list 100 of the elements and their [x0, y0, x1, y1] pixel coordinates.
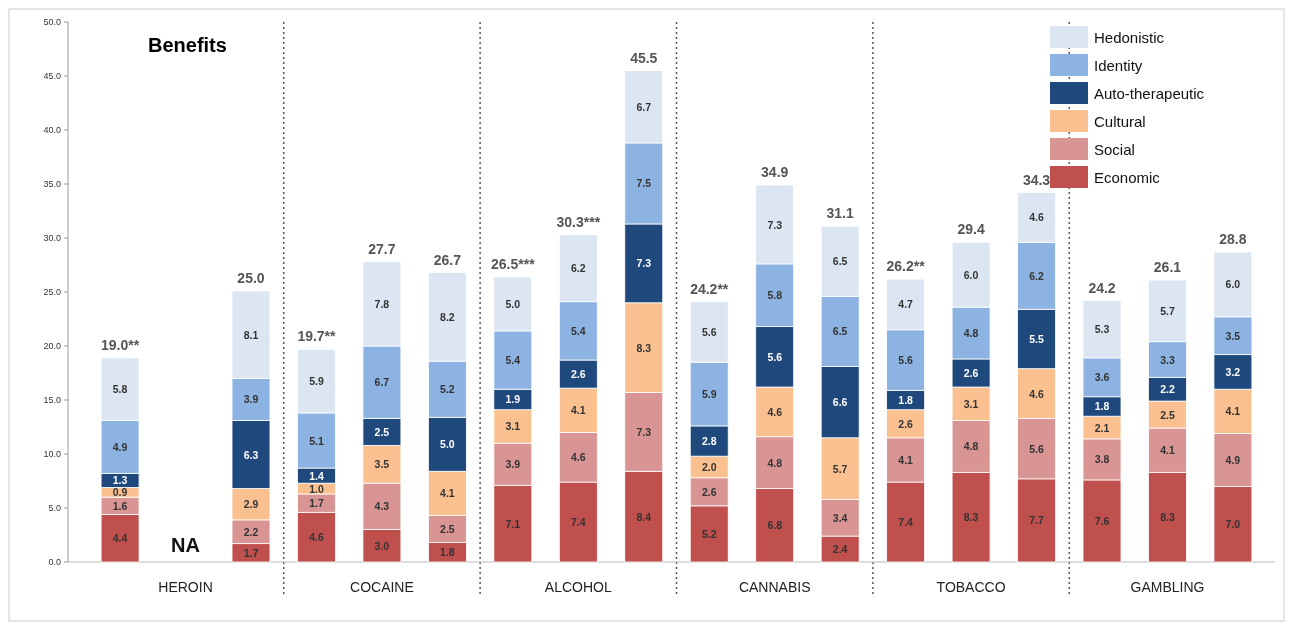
x-tick-label: GAMBLING [1130, 579, 1205, 595]
total-label: 29.4 [957, 221, 985, 238]
data-label: 2.6 [701, 485, 717, 498]
text: NA [171, 534, 200, 556]
y-tick-label: 40.0 [43, 125, 61, 135]
data-label: 5.9 [701, 388, 717, 401]
text: Benefits [148, 34, 227, 56]
total-label: 25.0 [237, 269, 265, 286]
data-label: 1.8 [1094, 400, 1110, 413]
data-label: 8.4 [636, 510, 652, 523]
data-label: 7.3 [767, 218, 783, 231]
data-label: 4.6 [767, 405, 783, 418]
total-label: 45.5 [630, 49, 658, 66]
x-tick-label: HEROIN [158, 579, 213, 595]
data-label: 5.3 [1094, 323, 1110, 336]
data-label: 4.1 [1160, 444, 1175, 457]
y-tick-label: 30.0 [43, 233, 61, 243]
data-label: 5.6 [767, 350, 783, 363]
data-label: 1.8 [440, 546, 455, 559]
data-label: 7.6 [1094, 514, 1110, 527]
data-label: 6.7 [636, 100, 652, 113]
data-label: 4.1 [571, 404, 586, 417]
total-label: 26.7 [433, 251, 462, 268]
data-label: 2.2 [243, 525, 259, 538]
data-label: 6.7 [374, 376, 390, 389]
y-tick-label: 0.0 [48, 557, 61, 567]
data-label: 4.6 [571, 451, 586, 464]
data-label: 7.1 [505, 517, 521, 530]
data-label: 2.2 [1160, 383, 1175, 396]
total-label: 27.7 [368, 240, 396, 257]
data-label: 1.3 [112, 474, 128, 487]
data-label: 4.3 [374, 500, 390, 513]
total-label: 26.5*** [491, 255, 536, 272]
data-label: 5.7 [1160, 304, 1175, 317]
data-label: 5.0 [440, 438, 455, 451]
data-label: 3.5 [374, 458, 390, 471]
data-label: 5.0 [505, 297, 521, 310]
data-label: 5.4 [571, 324, 586, 337]
data-label: 6.6 [832, 396, 848, 409]
data-label: 4.8 [963, 327, 979, 340]
data-label: 7.3 [636, 257, 652, 270]
data-label: 3.5 [1225, 329, 1241, 342]
legend-label: Hedonistic [1094, 29, 1165, 46]
data-label: 1.6 [112, 499, 128, 512]
data-label: 3.1 [505, 420, 521, 433]
data-label: 2.9 [243, 498, 259, 511]
data-label: 2.4 [832, 543, 848, 556]
data-label: 4.1 [898, 453, 914, 466]
data-label: 1.0 [309, 482, 324, 495]
data-label: 2.5 [440, 523, 455, 536]
y-tick-label: 25.0 [43, 287, 61, 297]
data-label: 4.9 [112, 440, 128, 453]
data-label: 1.8 [898, 394, 914, 406]
data-label: 7.0 [1225, 518, 1241, 531]
data-label: 7.3 [636, 425, 652, 438]
legend-label: Identity [1094, 57, 1143, 74]
total-label: 28.8 [1219, 231, 1247, 248]
data-label: 5.4 [505, 354, 521, 367]
data-label: 1.7 [309, 497, 324, 510]
data-label: 5.2 [701, 527, 717, 540]
total-label: 19.7** [297, 328, 337, 345]
data-label: 3.9 [243, 393, 259, 406]
y-tick-label: 35.0 [43, 179, 61, 189]
data-label: 2.5 [1160, 408, 1175, 421]
data-label: 2.6 [571, 368, 586, 381]
data-label: 7.5 [636, 177, 652, 190]
data-label: 5.6 [701, 325, 717, 338]
data-label: 3.9 [505, 458, 521, 471]
y-tick-label: 15.0 [43, 395, 61, 405]
x-tick-label: COCAINE [350, 579, 414, 595]
data-label: 6.0 [1225, 278, 1241, 291]
data-label: 5.6 [1029, 442, 1044, 455]
data-label: 7.8 [374, 297, 390, 310]
data-label: 6.0 [963, 268, 979, 281]
data-label: 8.2 [440, 310, 455, 323]
total-label: 30.3*** [556, 213, 601, 230]
data-label: 6.8 [767, 519, 783, 532]
data-label: 8.3 [963, 511, 979, 524]
total-label: 26.1 [1153, 259, 1182, 276]
y-tick-label: 10.0 [43, 449, 61, 459]
data-label: 3.0 [374, 539, 390, 552]
data-label: 3.2 [1225, 365, 1241, 378]
data-label: 4.4 [112, 532, 128, 545]
total-label: 24.2** [690, 280, 729, 297]
data-label: 2.0 [701, 460, 717, 473]
data-label: 6.2 [1029, 269, 1044, 282]
data-label: 8.1 [243, 328, 259, 341]
total-label: 31.1 [826, 205, 854, 222]
data-label: 5.6 [898, 354, 914, 367]
data-label: 1.4 [309, 469, 324, 482]
data-label: 2.1 [1094, 421, 1110, 434]
data-label: 5.8 [112, 383, 128, 396]
data-label: 5.2 [440, 383, 455, 396]
data-label: 5.8 [767, 289, 783, 302]
y-tick-label: 45.0 [43, 71, 61, 81]
data-label: 4.7 [898, 298, 914, 311]
data-label: 6.3 [243, 448, 259, 461]
data-label: 2.6 [963, 367, 979, 379]
data-label: 7.4 [898, 516, 914, 529]
data-label: 4.9 [1225, 453, 1241, 466]
